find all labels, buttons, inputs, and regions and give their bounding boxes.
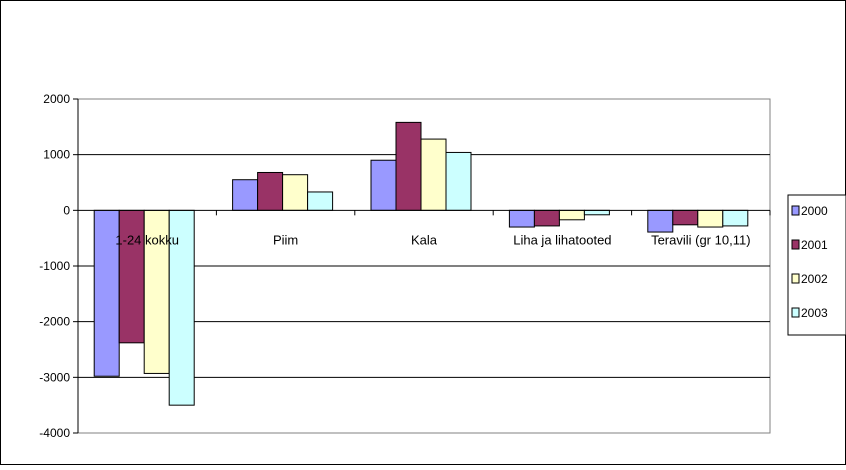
legend-swatch-2002 xyxy=(791,273,800,284)
y-tick-label: -4000 xyxy=(39,426,70,440)
bar-2003 xyxy=(583,209,610,216)
y-tick-label: -3000 xyxy=(39,370,70,384)
bar-2003 xyxy=(722,209,749,227)
y-tick-label: 0 xyxy=(63,203,70,217)
legend-label-2002: 2002 xyxy=(801,272,828,286)
bar-2002 xyxy=(697,209,724,228)
legend-label-2003: 2003 xyxy=(801,306,828,320)
bar-2000 xyxy=(508,209,535,228)
y-tick-label: 1000 xyxy=(43,148,70,162)
axis-layer: 2000 1000 0 -1000 -2000 -3000 -4000 1-24 kokku P… xyxy=(39,92,771,440)
legend-swatch-2001 xyxy=(791,239,800,250)
x-tick-label: Teravili (gr 10,11) xyxy=(651,232,750,247)
y-tick-label: -1000 xyxy=(39,259,70,273)
legend-label-2000: 2000 xyxy=(801,204,828,218)
bar-2000 xyxy=(647,209,674,233)
bar-2001 xyxy=(118,209,145,344)
y-tick-label: 2000 xyxy=(43,92,70,106)
x-tick-label: Kala xyxy=(411,232,438,247)
bar-2000 xyxy=(232,179,259,211)
bar-2001 xyxy=(672,209,699,226)
bar-2002 xyxy=(282,174,309,211)
legend: 2000 2001 2002 2003 xyxy=(787,194,846,336)
x-tick-label: 1-24 kokku xyxy=(115,232,179,247)
bar-2003 xyxy=(168,209,195,406)
bar-2003 xyxy=(307,191,334,211)
bar-2000 xyxy=(370,159,397,211)
legend-label-2001: 2001 xyxy=(801,238,828,252)
bars-layer xyxy=(93,121,749,406)
y-tick-label: -2000 xyxy=(39,315,70,329)
bar-2001 xyxy=(395,121,422,211)
bar-2003 xyxy=(445,151,472,211)
bar-2001 xyxy=(257,171,284,211)
x-tick-label: Piim xyxy=(273,232,298,247)
x-tick-label: Liha ja lihatooted xyxy=(513,232,611,247)
bar-2002 xyxy=(420,138,447,211)
legend-swatch-2003 xyxy=(791,307,800,318)
legend-swatch-2000 xyxy=(791,205,800,216)
bar-2001 xyxy=(533,209,560,227)
bar-2002 xyxy=(558,209,585,221)
